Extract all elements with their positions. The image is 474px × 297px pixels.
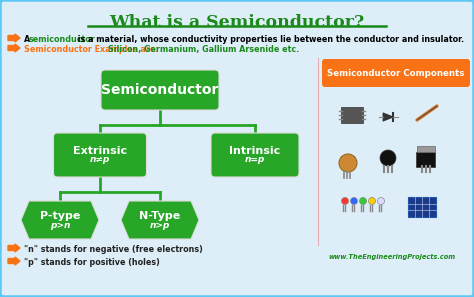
Text: is a material, whose conductivity properties lie between the conductor and insul: is a material, whose conductivity proper… [75,35,464,44]
Text: Silicon, Germanium, Gallium Arsenide etc.: Silicon, Germanium, Gallium Arsenide etc… [108,45,299,54]
Text: "n" stands for negative (free electrons): "n" stands for negative (free electrons) [24,245,203,254]
Polygon shape [121,201,199,239]
Text: "p" stands for positive (holes): "p" stands for positive (holes) [24,258,160,267]
Text: Semiconductor Components: Semiconductor Components [328,69,465,78]
Text: p>n: p>n [50,220,70,230]
FancyBboxPatch shape [417,146,435,152]
Polygon shape [21,201,99,239]
Text: N-Type: N-Type [139,211,181,221]
Circle shape [341,198,348,205]
FancyBboxPatch shape [101,70,219,110]
Text: Extrinsic: Extrinsic [73,146,127,156]
Text: www.TheEngineeringProjects.com: www.TheEngineeringProjects.com [328,254,456,260]
FancyBboxPatch shape [341,107,363,123]
Text: n=p: n=p [245,156,265,165]
Circle shape [380,150,396,166]
Circle shape [359,198,366,205]
FancyBboxPatch shape [320,60,470,250]
FancyBboxPatch shape [211,133,299,177]
Text: n≠p: n≠p [90,156,110,165]
FancyBboxPatch shape [408,197,436,217]
FancyArrow shape [8,34,20,42]
Text: Semiconductor Examples are:: Semiconductor Examples are: [24,45,161,54]
Text: semiconductor: semiconductor [29,35,96,44]
Polygon shape [383,113,393,121]
FancyBboxPatch shape [417,151,436,167]
Circle shape [339,154,357,172]
Text: n>p: n>p [150,220,170,230]
Circle shape [377,198,384,205]
Text: Semiconductor: Semiconductor [101,83,219,97]
FancyBboxPatch shape [322,59,470,87]
Text: Intrinsic: Intrinsic [229,146,281,156]
Text: P-type: P-type [40,211,80,221]
FancyArrow shape [8,244,20,252]
FancyBboxPatch shape [54,133,146,177]
FancyArrow shape [8,257,20,265]
Text: A: A [24,35,33,44]
Circle shape [350,198,357,205]
Text: What is a Semiconductor?: What is a Semiconductor? [109,14,365,31]
FancyArrow shape [8,44,20,52]
Circle shape [368,198,375,205]
